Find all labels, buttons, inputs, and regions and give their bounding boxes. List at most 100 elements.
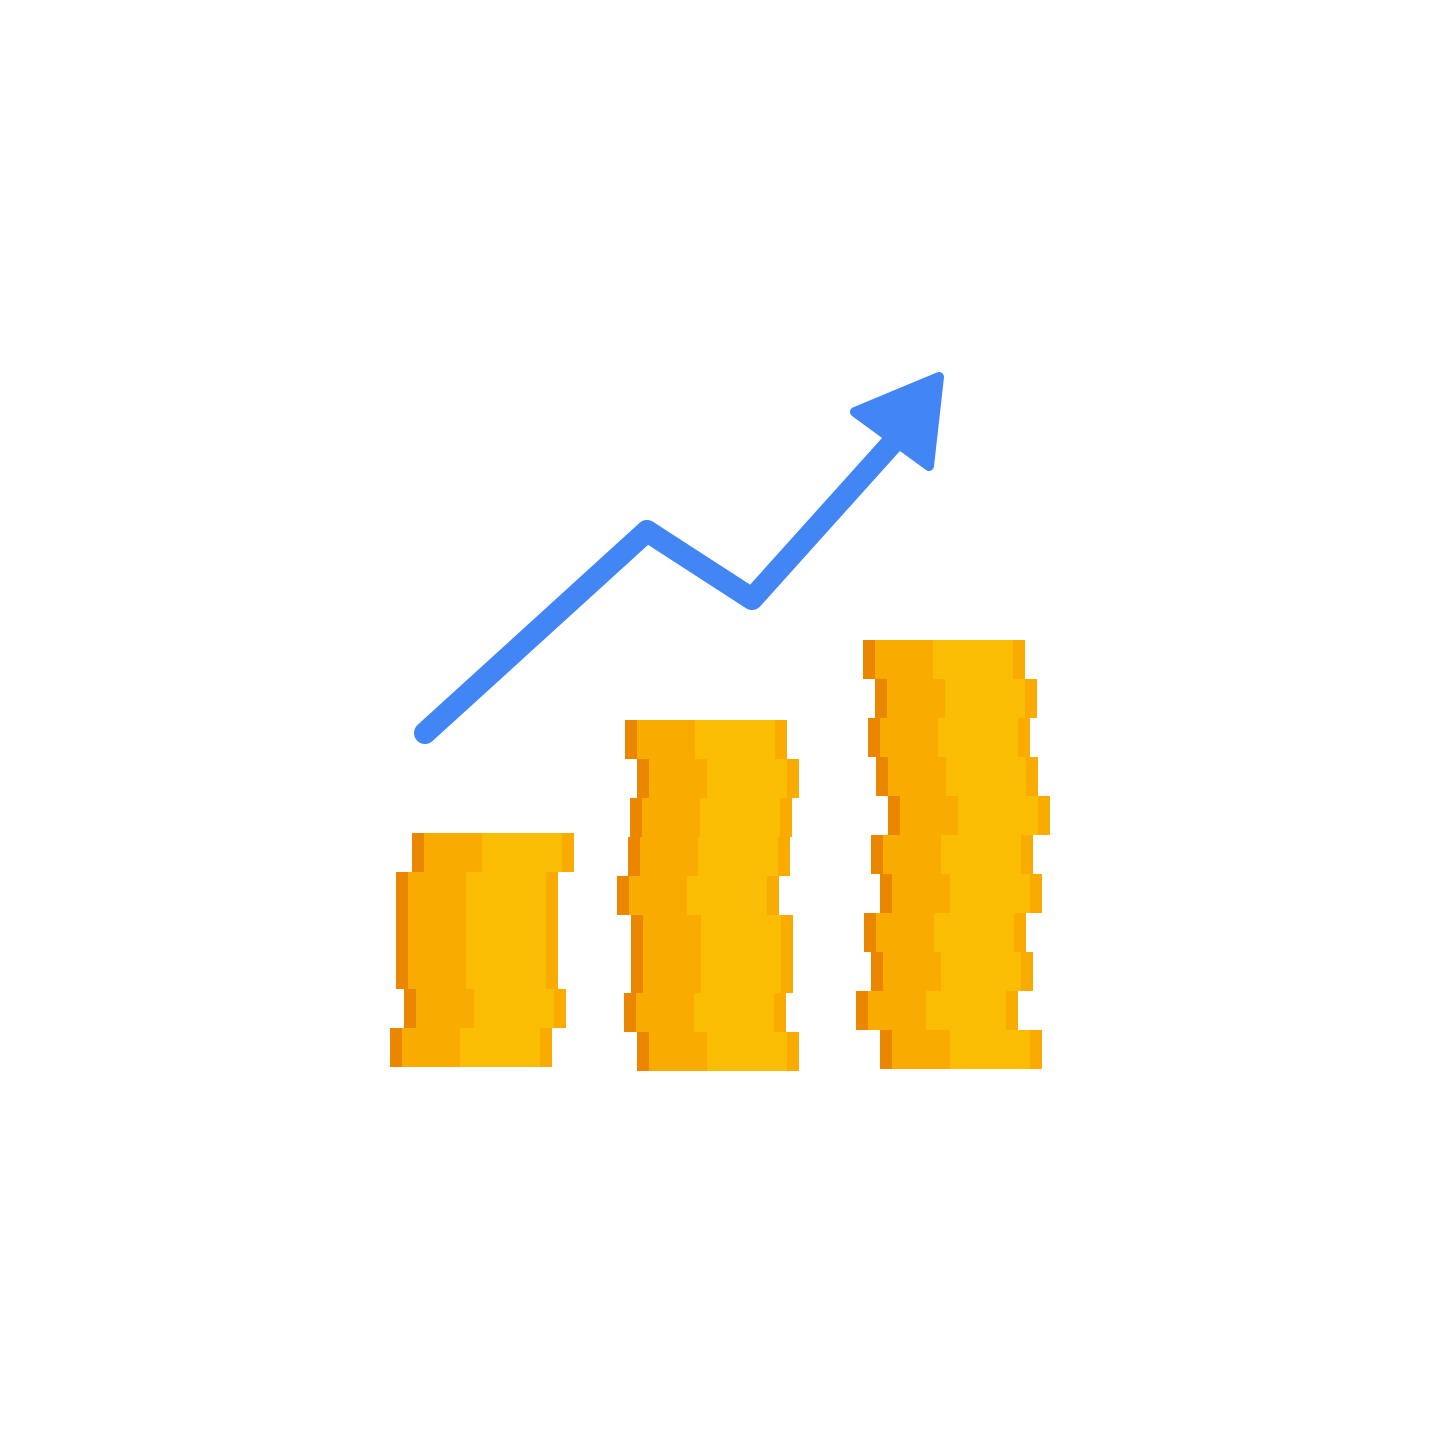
- coin-body-right: [687, 876, 767, 915]
- coin: [630, 798, 792, 837]
- coin-edge-right: [1038, 796, 1050, 835]
- coin-body-left: [637, 720, 695, 759]
- coin-body-left: [642, 798, 700, 837]
- coin-edge-right: [546, 950, 558, 989]
- coin-edge-right: [554, 989, 566, 1028]
- coin-edge-left: [412, 833, 424, 872]
- coin-edge-left: [637, 1032, 649, 1071]
- coin: [871, 835, 1033, 874]
- coin: [412, 833, 574, 872]
- coin-edge-right: [1013, 640, 1025, 679]
- coin-body-left: [888, 757, 946, 796]
- coin: [876, 757, 1038, 796]
- coin: [864, 913, 1026, 952]
- coin-body-left: [875, 640, 933, 679]
- coin-edge-left: [880, 874, 892, 913]
- coin-body-right: [950, 874, 1030, 913]
- coin-edge-left: [390, 1028, 402, 1067]
- coin-body-left: [424, 833, 482, 872]
- coin-edge-left: [396, 872, 408, 911]
- coin: [856, 991, 1018, 1030]
- coin-edge-right: [767, 876, 779, 915]
- coin-body-right: [694, 993, 774, 1032]
- coin-body-left: [416, 989, 474, 1028]
- coin-body-right: [474, 989, 554, 1028]
- coin-body-right: [707, 1032, 787, 1071]
- coin-body-left: [868, 991, 926, 1030]
- coin-body-right: [700, 798, 780, 837]
- coin-edge-right: [778, 837, 790, 876]
- coin-edge-right: [1021, 835, 1033, 874]
- coin: [628, 837, 790, 876]
- coin: [637, 1032, 799, 1071]
- coin-edge-left: [625, 720, 637, 759]
- coin-body-right: [934, 913, 1014, 952]
- coin-edge-right: [787, 1032, 799, 1071]
- coin: [863, 640, 1025, 679]
- coin-stack-medium: [617, 720, 799, 1071]
- coin-body-left: [892, 874, 950, 913]
- coin: [396, 911, 558, 950]
- coin-body-left: [900, 796, 958, 835]
- coin-body-right: [466, 911, 546, 950]
- coin-edge-right: [1021, 952, 1033, 991]
- coin-edge-right: [1006, 991, 1018, 1030]
- coin-body-left: [892, 1030, 950, 1069]
- coin-edge-left: [868, 718, 880, 757]
- coin-body-right: [460, 1028, 540, 1067]
- coin-body-left: [887, 679, 945, 718]
- coin-edge-left: [630, 798, 642, 837]
- coin-edge-left: [871, 952, 883, 991]
- coin-body-right: [466, 950, 546, 989]
- coin: [624, 993, 786, 1032]
- coin-edge-left: [396, 950, 408, 989]
- coin-edge-right: [775, 720, 787, 759]
- coin-edge-left: [864, 913, 876, 952]
- coin-edge-right: [546, 911, 558, 950]
- coin-edge-right: [774, 993, 786, 1032]
- coin: [390, 1028, 552, 1067]
- coin-edge-right: [540, 1028, 552, 1067]
- coin-stack-small: [390, 833, 574, 1067]
- coin-edge-right: [1014, 913, 1026, 952]
- coin-edge-right: [1030, 1030, 1042, 1069]
- coin: [396, 950, 558, 989]
- coin-body-right: [482, 833, 562, 872]
- coin: [868, 718, 1030, 757]
- coin-body-right: [701, 954, 781, 993]
- coin-body-left: [408, 950, 466, 989]
- trend-arrow-head: [850, 372, 944, 471]
- coin-body-right: [933, 640, 1013, 679]
- coin-body-left: [636, 993, 694, 1032]
- coin-edge-right: [1030, 874, 1042, 913]
- coin-edge-left: [631, 915, 643, 954]
- coin: [871, 952, 1033, 991]
- coin: [625, 720, 787, 759]
- coin-body-right: [941, 835, 1021, 874]
- coin: [631, 915, 793, 954]
- coin-edge-left: [631, 954, 643, 993]
- coin-edge-left: [856, 991, 868, 1030]
- coin-body-right: [926, 991, 1006, 1030]
- coin-body-right: [938, 718, 1018, 757]
- coin-body-right: [950, 1030, 1030, 1069]
- coin-stacks: [390, 640, 1050, 1071]
- coin-edge-right: [1025, 679, 1037, 718]
- coin-body-left: [876, 913, 934, 952]
- coin-body-left: [629, 876, 687, 915]
- coin-body-right: [958, 796, 1038, 835]
- coin: [888, 796, 1050, 835]
- coin-edge-left: [617, 876, 629, 915]
- coin-stack-large: [856, 640, 1050, 1069]
- coin-edge-left: [876, 757, 888, 796]
- coin: [396, 872, 558, 911]
- coin-edge-left: [624, 993, 636, 1032]
- coin: [880, 874, 1042, 913]
- trend-arrow-line: [414, 429, 906, 744]
- coin-body-left: [649, 759, 707, 798]
- coin-edge-right: [1026, 757, 1038, 796]
- coin-body-left: [402, 1028, 460, 1067]
- coin-body-right: [695, 720, 775, 759]
- coin-edge-left: [880, 1030, 892, 1069]
